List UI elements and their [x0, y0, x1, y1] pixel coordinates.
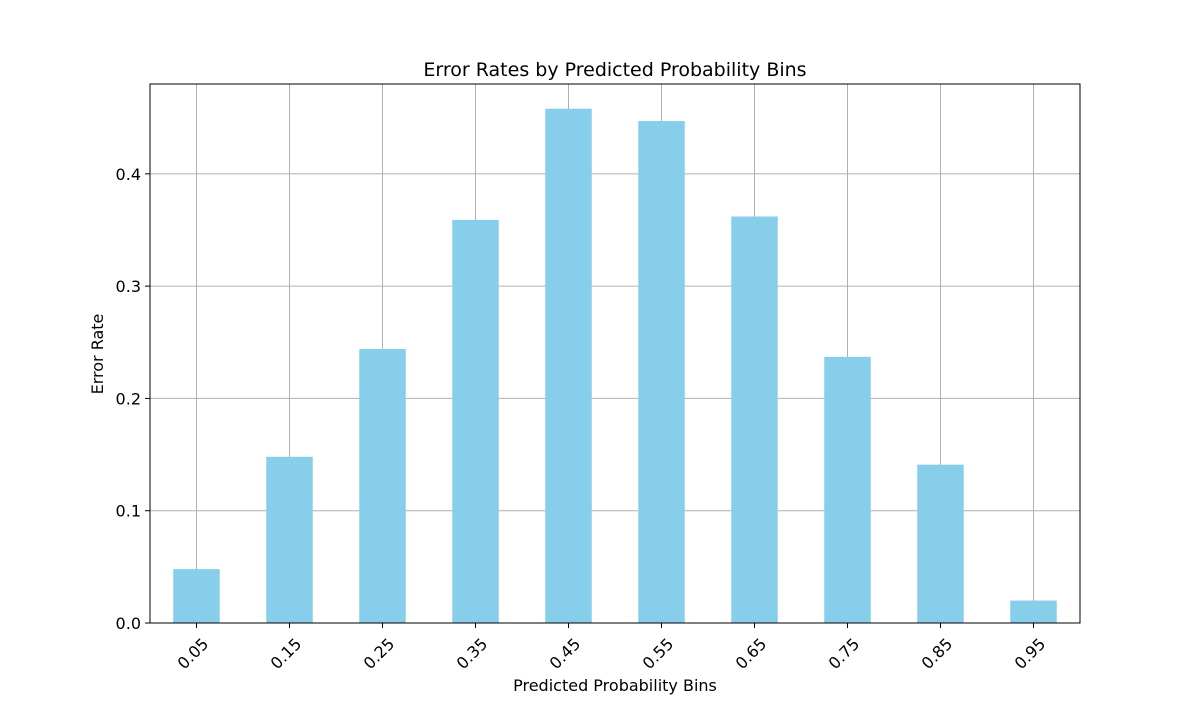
bar-0.25	[359, 349, 406, 623]
y-tick-label: 0.4	[116, 165, 141, 184]
bar-0.15	[266, 456, 313, 623]
bar-0.55	[638, 121, 685, 624]
y-tick-label: 0.3	[116, 277, 141, 296]
y-tick-label: 0.1	[116, 502, 141, 521]
bar-0.45	[545, 108, 592, 624]
bar-0.75	[824, 356, 871, 623]
chart-title: Error Rates by Predicted Probability Bin…	[423, 59, 806, 81]
y-tick-label: 0.2	[116, 389, 141, 408]
bar-0.85	[917, 464, 964, 623]
plot-frame	[149, 83, 1081, 624]
x-axis-label: Predicted Probability Bins	[513, 676, 717, 695]
bar-layer	[173, 108, 1057, 624]
bar-0.65	[731, 216, 778, 624]
bar-0.35	[452, 219, 499, 623]
y-tick-label: 0.0	[116, 614, 141, 633]
bar-0.05	[173, 569, 220, 623]
bar-0.95	[1010, 600, 1057, 623]
y-axis-ticks: 0.0 0.1 0.2 0.3 0.4	[116, 165, 150, 633]
y-axis-label: Error Rate	[88, 314, 107, 395]
